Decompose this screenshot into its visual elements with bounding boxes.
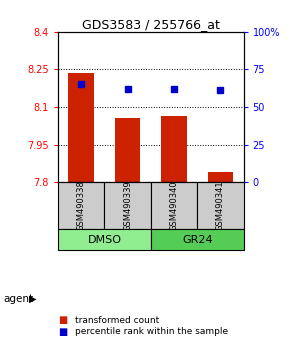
Title: GDS3583 / 255766_at: GDS3583 / 255766_at [82, 18, 220, 31]
Bar [208, 172, 233, 182]
Text: GSM490339: GSM490339 [123, 180, 132, 231]
Bar [161, 116, 187, 182]
Bar [151, 182, 197, 229]
Bar [58, 229, 151, 250]
Text: percentile rank within the sample: percentile rank within the sample [75, 327, 229, 336]
Text: transformed count: transformed count [75, 316, 160, 325]
Bar [115, 118, 140, 182]
Text: ■: ■ [58, 315, 67, 325]
Text: ▶: ▶ [29, 294, 37, 304]
Bar [68, 73, 94, 182]
Text: DMSO: DMSO [87, 235, 122, 245]
Bar [104, 182, 151, 229]
Text: GSM490341: GSM490341 [216, 180, 225, 231]
Text: ■: ■ [58, 327, 67, 337]
Bar [151, 229, 244, 250]
Bar [58, 182, 104, 229]
Text: GSM490338: GSM490338 [77, 180, 86, 231]
Text: GR24: GR24 [182, 235, 213, 245]
Text: agent: agent [3, 294, 33, 304]
Bar [197, 182, 244, 229]
Text: GSM490340: GSM490340 [169, 180, 179, 231]
